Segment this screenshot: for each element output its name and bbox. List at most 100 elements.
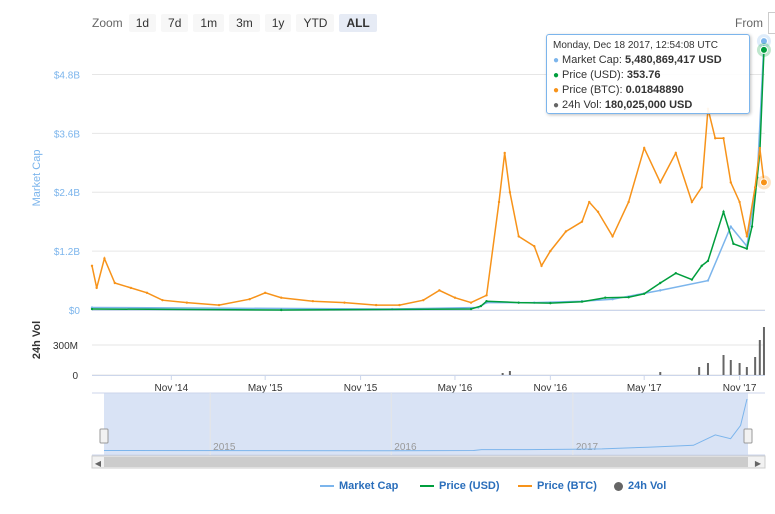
data-point (469, 307, 473, 311)
data-point (517, 235, 520, 238)
data-point (750, 225, 754, 228)
zoom-1m-button[interactable]: 1m (193, 14, 225, 32)
tooltip-label: Price (BTC): (562, 84, 623, 96)
data-point (745, 235, 749, 238)
hover-marker (759, 45, 768, 54)
navigator-handle[interactable] (99, 428, 109, 444)
data-point (580, 220, 584, 223)
y-tick-label: $0 (69, 306, 81, 317)
scroll-left-arrow-icon[interactable]: ◀ (95, 459, 102, 468)
legend-label: 24h Vol (628, 480, 667, 492)
grid-lines (92, 73, 765, 376)
tooltip-row-price-btc: ● Price (BTC): 0.01848890 (553, 83, 743, 98)
zoom-1d-button[interactable]: 1d (128, 14, 157, 32)
series-layer (90, 34, 771, 375)
zoom-1y-button[interactable]: 1y (264, 14, 292, 32)
data-point (745, 247, 749, 250)
data-point (311, 299, 315, 303)
x-tick-label: May '16 (438, 383, 473, 394)
navigator-year-label: 2017 (576, 442, 599, 453)
data-point (497, 200, 501, 204)
data-point (738, 200, 741, 204)
legend-volume[interactable]: 24h Vol (614, 480, 666, 492)
data-point (422, 298, 425, 302)
data-point (580, 300, 584, 303)
zoom-selector: Zoom 1d 7d 1m 3m 1y YTD ALL (92, 14, 382, 32)
volume-tick-label: 300M (53, 341, 78, 352)
from-label: From (735, 16, 763, 30)
navigator-handle[interactable] (743, 428, 753, 444)
data-point (161, 298, 164, 302)
data-point (503, 151, 506, 155)
volume-axis: 0 300M (53, 341, 78, 382)
data-point (753, 186, 757, 189)
data-point (729, 181, 732, 184)
tooltip: Monday, Dec 18 2017, 12:54:08 UTC ● Marke… (546, 34, 750, 114)
data-point (129, 286, 133, 290)
legend-price-btc[interactable]: Price (BTC) (518, 480, 597, 492)
data-point (90, 264, 94, 268)
data-point (280, 296, 283, 299)
navigator-selection (104, 393, 748, 455)
x-tick-label: Nov '16 (534, 383, 568, 394)
line-icon (420, 485, 434, 487)
data-point (564, 230, 568, 233)
data-point (700, 264, 703, 268)
tooltip-label: 24h Vol: (562, 99, 602, 111)
data-point (90, 307, 94, 311)
data-point (722, 137, 725, 140)
data-point (217, 303, 221, 307)
volume-tick-label: 0 (72, 371, 78, 382)
line-icon (320, 485, 334, 487)
data-point (700, 186, 703, 189)
data-point (690, 200, 694, 204)
x-tick-label: Nov '15 (344, 383, 378, 394)
y-tick-label: $1.2B (54, 247, 80, 258)
data-point (103, 257, 106, 260)
price-usd-dot-icon: ● (553, 70, 560, 81)
zoom-3m-button[interactable]: 3m (229, 14, 260, 32)
legend-price-usd[interactable]: Price (USD) (420, 480, 500, 492)
data-point (113, 281, 117, 285)
y-axis: $0 $1.2B $2.4B $3.6B $4.8B (54, 70, 81, 317)
data-point (453, 296, 457, 299)
line-icon (518, 485, 532, 487)
data-point (674, 271, 678, 275)
data-point (627, 296, 630, 299)
price-btc-dot-icon: ● (553, 85, 560, 96)
navigator-scrollbar-thumb[interactable] (104, 457, 748, 467)
circle-icon (614, 481, 623, 491)
data-point (611, 298, 614, 301)
x-tick-label: Nov '17 (723, 383, 757, 394)
data-point (596, 210, 600, 214)
tooltip-row-market-cap: ● Market Cap: 5,480,869,417 USD (553, 53, 743, 68)
data-point (479, 304, 483, 308)
tooltip-value: 0.01848890 (625, 84, 684, 96)
data-point (611, 235, 614, 238)
legend-label: Market Cap (339, 480, 399, 492)
data-point (95, 286, 98, 290)
data-point (706, 279, 710, 282)
data-point (604, 296, 607, 299)
data-point (627, 200, 630, 204)
data-point (517, 301, 520, 304)
navigator-year-label: 2015 (213, 442, 236, 453)
y-tick-label: $2.4B (54, 188, 80, 199)
scroll-right-arrow-icon[interactable]: ▶ (755, 459, 762, 468)
data-point (540, 264, 543, 268)
data-point (469, 301, 473, 304)
legend-market-cap[interactable]: Market Cap (320, 480, 398, 492)
hover-marker (759, 37, 768, 46)
y-tick-label: $3.6B (54, 129, 80, 140)
data-point (642, 292, 646, 296)
x-tick-label: May '15 (248, 383, 283, 394)
from-date-input[interactable] (768, 12, 775, 34)
data-point (280, 308, 283, 312)
zoom-label: Zoom (92, 16, 123, 30)
zoom-7d-button[interactable]: 7d (161, 14, 189, 32)
data-point (714, 137, 717, 140)
zoom-ytd-button[interactable]: YTD (296, 14, 335, 32)
series-line-2 (91, 108, 765, 306)
zoom-all-button[interactable]: ALL (339, 14, 377, 32)
data-point (145, 291, 149, 295)
